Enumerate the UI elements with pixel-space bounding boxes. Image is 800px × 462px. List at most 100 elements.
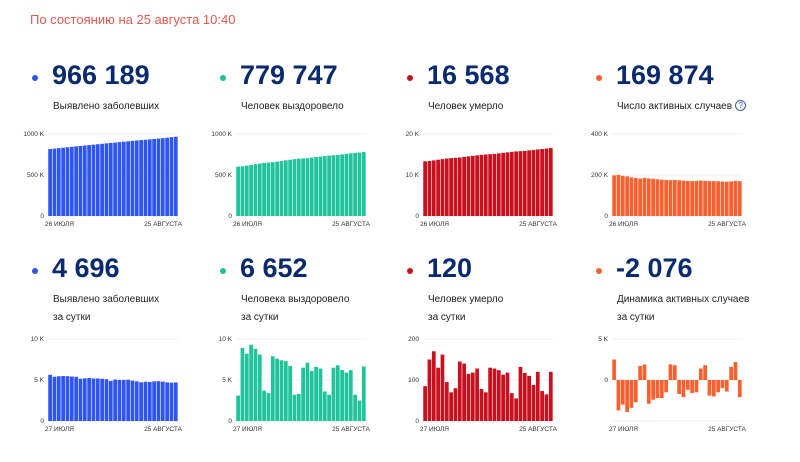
- bar[interactable]: [729, 366, 733, 380]
- bar[interactable]: [625, 176, 629, 216]
- bar[interactable]: [633, 380, 638, 403]
- bar[interactable]: [283, 361, 288, 421]
- bar[interactable]: [275, 161, 279, 216]
- bar[interactable]: [65, 147, 70, 216]
- bar[interactable]: [633, 178, 638, 216]
- bar[interactable]: [65, 376, 70, 421]
- bar[interactable]: [505, 372, 510, 421]
- bar[interactable]: [612, 175, 616, 216]
- bar[interactable]: [314, 366, 318, 421]
- bar[interactable]: [117, 379, 122, 421]
- bar[interactable]: [74, 376, 78, 421]
- bar[interactable]: [270, 356, 275, 421]
- bar[interactable]: [694, 180, 699, 216]
- bar[interactable]: [668, 364, 673, 380]
- bar[interactable]: [139, 140, 143, 216]
- bar[interactable]: [737, 181, 742, 216]
- bar[interactable]: [100, 378, 104, 421]
- bar[interactable]: [82, 378, 87, 421]
- bar[interactable]: [117, 142, 122, 216]
- bar[interactable]: [711, 181, 716, 216]
- bar[interactable]: [152, 138, 156, 216]
- bar[interactable]: [620, 380, 625, 405]
- bar[interactable]: [301, 158, 305, 216]
- bar[interactable]: [440, 354, 445, 421]
- bar[interactable]: [156, 381, 161, 421]
- bar[interactable]: [423, 386, 427, 421]
- bar[interactable]: [275, 358, 279, 421]
- bar[interactable]: [698, 180, 703, 216]
- bar[interactable]: [322, 156, 327, 216]
- bar[interactable]: [165, 137, 169, 216]
- bar[interactable]: [431, 160, 436, 216]
- bar[interactable]: [522, 373, 527, 421]
- bar[interactable]: [733, 361, 738, 380]
- bar[interactable]: [169, 382, 174, 421]
- bar[interactable]: [453, 388, 458, 421]
- bar[interactable]: [331, 367, 336, 421]
- bar[interactable]: [505, 152, 510, 216]
- bar[interactable]: [91, 378, 96, 421]
- bar[interactable]: [283, 160, 288, 216]
- bar[interactable]: [61, 376, 65, 421]
- bar[interactable]: [496, 370, 501, 421]
- bar[interactable]: [659, 179, 664, 216]
- bar[interactable]: [514, 398, 518, 421]
- bar[interactable]: [56, 148, 61, 216]
- bar[interactable]: [514, 151, 518, 216]
- bar[interactable]: [629, 177, 634, 216]
- bar[interactable]: [95, 144, 100, 216]
- bar[interactable]: [685, 380, 690, 390]
- bar[interactable]: [668, 180, 673, 216]
- bar[interactable]: [357, 400, 362, 422]
- bar[interactable]: [724, 380, 729, 392]
- bar[interactable]: [314, 157, 318, 216]
- bar[interactable]: [444, 382, 449, 421]
- bar[interactable]: [698, 368, 703, 380]
- bar[interactable]: [52, 148, 57, 216]
- help-icon[interactable]: ?: [735, 100, 747, 111]
- bar[interactable]: [638, 366, 642, 380]
- bar[interactable]: [616, 174, 621, 216]
- bar[interactable]: [655, 179, 660, 216]
- bar[interactable]: [488, 154, 492, 216]
- bar[interactable]: [729, 181, 733, 216]
- bar[interactable]: [82, 145, 87, 216]
- bar[interactable]: [335, 365, 340, 421]
- bar[interactable]: [544, 394, 549, 421]
- bar[interactable]: [479, 154, 484, 216]
- bar[interactable]: [173, 382, 178, 421]
- bar[interactable]: [48, 374, 52, 421]
- bar[interactable]: [305, 362, 310, 421]
- bar[interactable]: [548, 371, 553, 421]
- bar[interactable]: [716, 181, 720, 216]
- bar[interactable]: [240, 166, 245, 216]
- bar[interactable]: [173, 136, 178, 216]
- bar[interactable]: [361, 366, 366, 421]
- bar[interactable]: [453, 157, 458, 216]
- bar[interactable]: [169, 137, 174, 216]
- bar[interactable]: [266, 162, 271, 216]
- bar[interactable]: [270, 162, 275, 216]
- bar[interactable]: [470, 155, 475, 216]
- bar[interactable]: [651, 178, 655, 216]
- bar[interactable]: [91, 144, 96, 216]
- bar[interactable]: [160, 138, 165, 216]
- bar[interactable]: [301, 367, 305, 421]
- bar[interactable]: [143, 139, 148, 216]
- bar[interactable]: [121, 379, 126, 421]
- bar[interactable]: [257, 354, 262, 421]
- bar[interactable]: [677, 180, 681, 216]
- bar[interactable]: [348, 153, 353, 216]
- bar[interactable]: [488, 367, 492, 421]
- bar[interactable]: [56, 376, 61, 421]
- bar[interactable]: [535, 149, 540, 216]
- bar[interactable]: [244, 165, 249, 216]
- bar[interactable]: [318, 156, 323, 216]
- bar[interactable]: [305, 158, 310, 216]
- bar[interactable]: [492, 153, 497, 216]
- bar[interactable]: [638, 178, 642, 216]
- bar[interactable]: [108, 380, 113, 421]
- bar[interactable]: [344, 153, 349, 216]
- bar[interactable]: [249, 164, 253, 216]
